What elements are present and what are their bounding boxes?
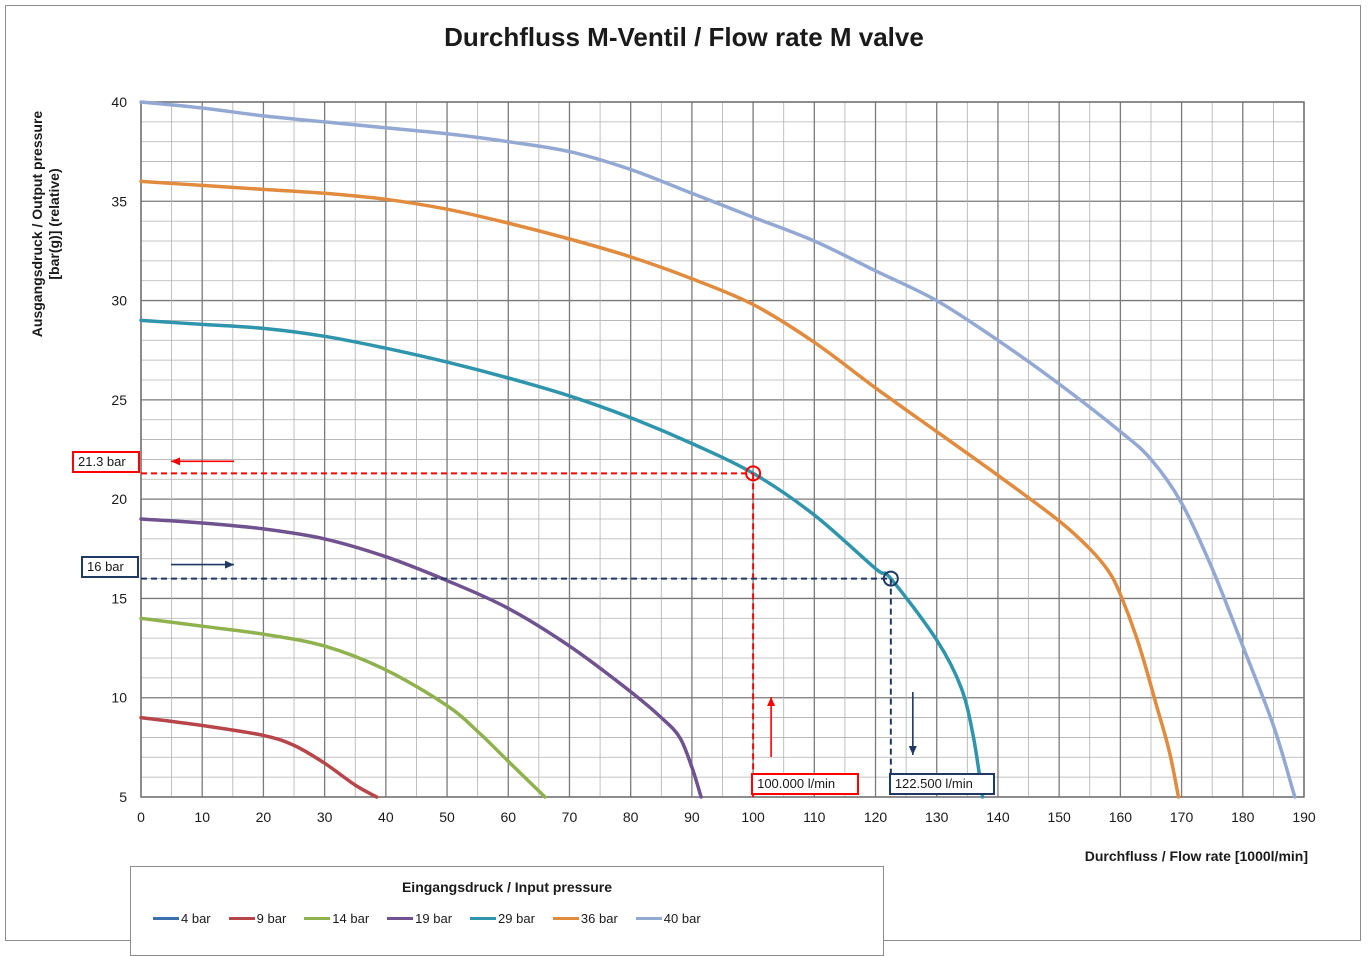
x-tick-label: 190: [1292, 809, 1316, 825]
x-tick-label: 20: [256, 809, 272, 825]
legend-label: 29 bar: [498, 911, 535, 926]
legend-item: 9 bar: [228, 911, 287, 926]
y-tick-label: 20: [111, 491, 127, 507]
y-tick-label: 10: [111, 690, 127, 706]
legend-label: 9 bar: [256, 911, 287, 926]
y-tick-label: 25: [111, 392, 127, 408]
series-line-19-bar: [139, 517, 703, 799]
arrow-head: [908, 746, 917, 755]
arrow-head: [171, 457, 180, 466]
legend-label: 19 bar: [415, 911, 453, 926]
x-tick-label: 30: [317, 809, 333, 825]
flow-callout: 100.000 l/min: [751, 773, 860, 795]
legend-swatch: [552, 917, 579, 920]
pressure-callout: 21.3 bar: [72, 451, 140, 474]
flow-callout: 122.500 l/min: [888, 773, 995, 795]
x-tick-label: 0: [137, 809, 145, 825]
x-tick-label: 10: [194, 809, 210, 825]
legend-swatch: [228, 917, 255, 920]
y-tick-label: 40: [111, 94, 127, 110]
x-tick-label: 180: [1231, 809, 1255, 825]
legend-swatch: [153, 917, 179, 920]
y-tick-labels: 5 10 15 20 25 30 35 40: [111, 94, 127, 805]
series-line-36-bar: [139, 179, 1181, 799]
series-lines: [139, 100, 1297, 799]
legend-swatch: [635, 917, 662, 920]
legend-swatch: [304, 917, 331, 920]
y-tick-label: 5: [119, 789, 127, 805]
x-tick-label: 160: [1109, 809, 1133, 825]
legend-item: 29 bar: [470, 911, 535, 926]
x-tick-label: 170: [1170, 809, 1194, 825]
legend-item: 36 bar: [552, 911, 618, 926]
plot-border: [140, 101, 1305, 798]
legend-item: 14 bar: [304, 911, 369, 926]
x-tick-label: 130: [925, 809, 949, 825]
arrow-head: [225, 560, 234, 569]
legend-label: 14 bar: [332, 911, 370, 926]
x-tick-label: 80: [623, 809, 639, 825]
series-line-9-bar: [139, 715, 379, 799]
legend-label: 36 bar: [580, 911, 618, 926]
x-tick-label: 100: [741, 809, 765, 825]
x-tick-labels: 0 10 20 30 40 50 60 70 80 90 100 110 120 130 140 150 160…: [137, 809, 1316, 825]
pressure-callout: 16 bar: [81, 555, 139, 578]
series-line-29-bar: [139, 318, 985, 799]
legend-label: 40 bar: [663, 911, 701, 926]
y-tick-label: 15: [111, 590, 127, 606]
x-tick-label: 40: [378, 809, 394, 825]
x-tick-label: 120: [864, 809, 888, 825]
operating-point-marker: [882, 570, 899, 587]
legend-items: 4 bar 9 bar 14 bar 19 bar 29 bar 36 bar 40 bar: [153, 911, 701, 926]
legend-item: 4 bar: [153, 911, 211, 926]
x-tick-label: 70: [562, 809, 578, 825]
x-tick-label: 150: [1047, 809, 1071, 825]
operating-point-marker: [745, 465, 762, 482]
x-tick-label: 90: [684, 809, 700, 825]
legend-item: 19 bar: [387, 911, 452, 926]
legend-title: Eingangsdruck / Input pressure: [401, 879, 613, 895]
x-tick-label: 50: [439, 809, 455, 825]
x-tick-label: 140: [986, 809, 1010, 825]
x-tick-label: 60: [500, 809, 516, 825]
legend-swatch: [470, 917, 497, 920]
legend: Eingangsdruck / Input pressure 4 bar 9 ba…: [130, 866, 884, 956]
y-tick-label: 30: [111, 293, 127, 309]
arrow-head: [767, 697, 776, 706]
series-line-40-bar: [139, 100, 1297, 799]
legend-item: 40 bar: [635, 911, 701, 926]
series-line-14-bar: [139, 616, 547, 799]
x-tick-label: 110: [803, 809, 826, 825]
y-tick-label: 35: [111, 193, 127, 209]
chart-title: Durchfluss M-Ventil / Flow rate M valve: [444, 22, 924, 52]
legend-label: 4 bar: [181, 911, 211, 926]
annotations: [141, 457, 917, 797]
x-axis-label: Durchfluss / Flow rate [1000l/min]: [1084, 848, 1308, 864]
grid: [140, 101, 1305, 798]
legend-swatch: [387, 917, 414, 920]
